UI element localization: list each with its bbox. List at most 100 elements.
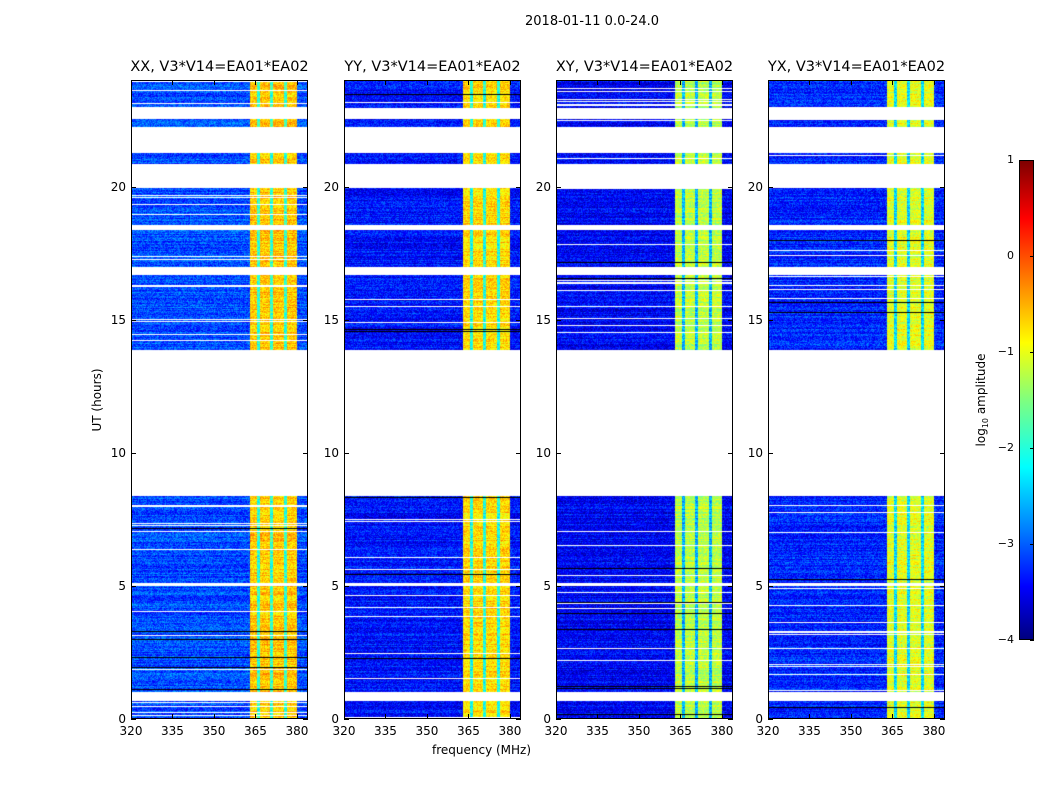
x-tick [892, 714, 894, 719]
x-tick-label: 335 [798, 724, 821, 738]
y-tick-label: 0 [331, 712, 339, 726]
x-tick [131, 714, 132, 719]
colorbar-tick [1030, 544, 1034, 545]
colorbar-tick [1030, 352, 1034, 353]
y-tick-label: 0 [755, 712, 763, 726]
y-tick-label: 15 [323, 312, 339, 327]
x-tick [172, 80, 174, 85]
y-tick [131, 452, 136, 454]
colorbar-tick [1030, 448, 1034, 449]
y-tick-label: 10 [535, 445, 551, 460]
figure-title: 2018-01-11 0.0-24.0 [525, 14, 659, 29]
x-tick [255, 714, 257, 719]
panel-title: XY, V3*V14=EA01*EA02 [555, 59, 734, 75]
x-tick [638, 714, 640, 719]
y-tick [516, 719, 521, 720]
y-tick-label: 15 [110, 312, 126, 327]
x-tick [344, 80, 345, 85]
y-tick-label: 5 [755, 578, 763, 593]
x-tick-label: 365 [244, 724, 267, 738]
x-tick [850, 714, 852, 719]
y-tick-label: 5 [118, 578, 126, 593]
x-tick [509, 80, 511, 85]
spectrogram-panel [131, 80, 308, 719]
y-tick [131, 585, 136, 587]
y-tick [344, 186, 349, 188]
colorbar-tick-label: 1 [1007, 153, 1014, 166]
y-tick-label: 15 [747, 312, 763, 327]
spectrogram-panel [768, 80, 945, 719]
x-tick-label: 320 [544, 724, 568, 738]
x-tick-label: 335 [374, 724, 397, 738]
y-tick [344, 319, 349, 321]
colorbar-tick [1030, 160, 1034, 161]
x-tick [680, 80, 682, 85]
x-tick [509, 714, 511, 719]
y-tick [728, 186, 733, 188]
y-tick [940, 585, 945, 587]
y-tick [516, 186, 521, 188]
x-tick-label: 320 [756, 724, 780, 738]
y-tick-label: 0 [543, 712, 551, 726]
spectrogram-panel [344, 80, 521, 719]
x-tick [809, 714, 811, 719]
y-tick [344, 585, 349, 587]
x-tick [768, 714, 769, 719]
colorbar-label: log10 amplitude [973, 353, 991, 447]
y-tick-label: 10 [323, 445, 339, 460]
y-tick [940, 719, 945, 720]
x-tick-label: 350 [839, 724, 863, 738]
y-tick-label: 20 [535, 179, 551, 194]
x-tick [597, 80, 599, 85]
y-tick [344, 719, 349, 720]
y-tick [556, 186, 561, 188]
x-tick [213, 714, 215, 719]
y-tick-label: 20 [323, 179, 339, 194]
x-tick [556, 80, 557, 85]
y-tick [556, 585, 561, 587]
x-tick [131, 80, 132, 85]
spectrogram-panel [556, 80, 733, 719]
x-tick-label: 350 [202, 724, 226, 738]
y-tick [303, 585, 308, 587]
x-tick-label: 365 [669, 724, 692, 738]
x-tick-label: 335 [161, 724, 184, 738]
y-tick [556, 719, 561, 720]
x-tick-label: 350 [627, 724, 651, 738]
x-tick [296, 80, 298, 85]
colorbar-tick [1030, 640, 1034, 641]
x-tick [680, 714, 682, 719]
y-tick [556, 319, 561, 321]
y-tick-label: 10 [110, 445, 126, 460]
y-tick-label: 10 [747, 445, 763, 460]
x-tick [597, 714, 599, 719]
x-tick [172, 714, 174, 719]
y-tick-label: 0 [118, 712, 126, 726]
y-tick [516, 452, 521, 454]
x-tick [638, 80, 640, 85]
x-tick [213, 80, 215, 85]
y-tick [303, 319, 308, 321]
x-tick [468, 714, 470, 719]
x-tick [933, 714, 935, 719]
x-tick-label: 350 [415, 724, 439, 738]
y-tick-label: 15 [535, 312, 551, 327]
x-tick [809, 80, 811, 85]
x-tick [385, 714, 387, 719]
x-tick-label: 380 [922, 724, 946, 738]
y-tick-label: 20 [110, 179, 126, 194]
spectrogram-image [769, 81, 944, 718]
spectrogram-image [557, 81, 732, 718]
y-tick [940, 186, 945, 188]
x-tick [850, 80, 852, 85]
x-tick-label: 365 [457, 724, 480, 738]
x-tick [556, 714, 557, 719]
y-tick [303, 719, 308, 720]
y-tick [768, 452, 773, 454]
x-tick [468, 80, 470, 85]
y-tick [728, 585, 733, 587]
colorbar-tick-label: −3 [997, 537, 1014, 550]
y-tick [768, 319, 773, 321]
x-tick-label: 320 [332, 724, 356, 738]
